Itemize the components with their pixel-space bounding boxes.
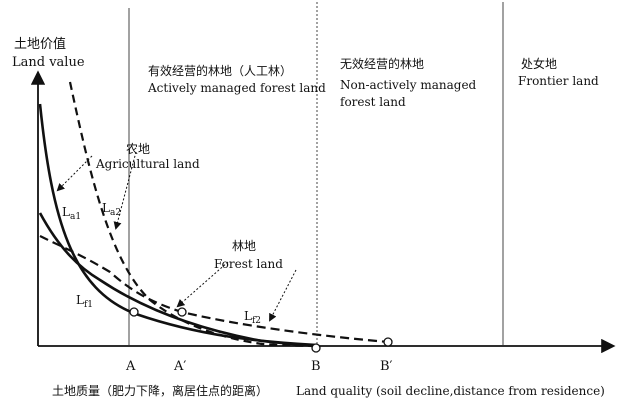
zone-active-en: Actively managed forest land <box>147 81 326 95</box>
intersection-a <box>129 307 139 317</box>
tick-b-prime: B′ <box>380 359 393 374</box>
curve-label-la2: La2 <box>102 201 121 218</box>
zone-active-cn: 有效经营的林地（人工林） <box>148 63 292 78</box>
y-axis-label-en: Land value <box>12 55 85 70</box>
curve-label-la1: La1 <box>62 205 81 222</box>
curve-label-lf1: Lf1 <box>76 293 93 310</box>
x-axis-label-cn: 土地质量（肥力下降，离居住点的距离） <box>52 383 268 398</box>
curve-lf2 <box>39 235 389 344</box>
pointer-agri-la1 <box>56 155 93 192</box>
pointer-forest-lf2 <box>176 261 229 308</box>
zone-frontier-cn: 处女地 <box>521 56 557 71</box>
point-b-prime <box>383 337 393 347</box>
zone-frontier-en: Frontier land <box>518 74 599 88</box>
curve-label-lf2: Lf2 <box>244 309 261 326</box>
annotation-forest-cn: 林地 <box>232 239 256 253</box>
annotation-forest-en: Forest land <box>214 257 283 271</box>
pointer-agri-la2 <box>113 151 137 230</box>
point-b <box>311 343 321 353</box>
curve-la1 <box>38 103 318 347</box>
y-axis-label-cn: 土地价值 <box>14 36 66 52</box>
annotation-agri-en: Agricultural land <box>95 157 200 171</box>
pointer-lf2-label <box>269 269 297 322</box>
intersection-a-prime <box>177 307 187 317</box>
zone-nonactive-en-line1: Non-actively managed <box>340 78 477 92</box>
annotation-agri-cn: 农地 <box>126 142 150 156</box>
zone-nonactive-cn: 无效经营的林地 <box>340 56 424 71</box>
x-axis-label-en: Land quality (soil decline,distance from… <box>296 384 605 398</box>
tick-b: B <box>311 359 321 374</box>
zone-nonactive-en-line2: forest land <box>340 95 406 109</box>
curve-lf1 <box>38 212 316 348</box>
curve-la2 <box>68 81 316 348</box>
tick-a-prime: A′ <box>173 359 186 374</box>
tick-a: A <box>125 359 136 374</box>
